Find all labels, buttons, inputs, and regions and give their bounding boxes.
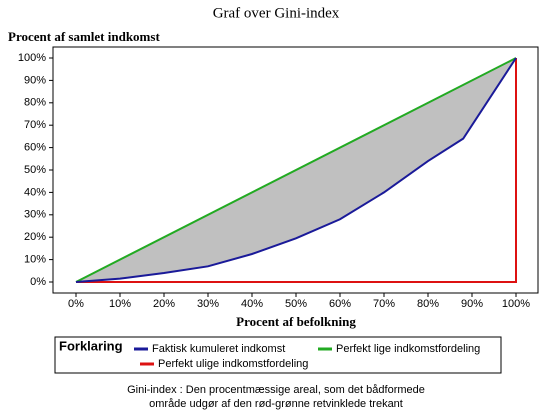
x-tick-label: 60% (329, 298, 351, 310)
y-tick-label: 70% (24, 119, 46, 131)
y-tick-label: 20% (24, 231, 46, 243)
series-line (75, 57, 517, 283)
y-tick-label: 90% (24, 74, 46, 86)
x-axis-label: Procent af befolkning (236, 314, 356, 329)
x-tick-label: 20% (153, 298, 175, 310)
x-tick-label: 80% (417, 298, 439, 310)
x-tick-label: 90% (461, 298, 483, 310)
y-tick-label: 60% (24, 142, 46, 154)
y-axis-label: Procent af samlet indkomst (8, 29, 160, 44)
x-tick-label: 100% (502, 298, 530, 310)
legend-title: Forklaring (59, 338, 123, 353)
y-tick-label: 50% (24, 164, 46, 176)
x-tick-label: 50% (285, 298, 307, 310)
x-tick-label: 0% (68, 298, 84, 310)
series-line (75, 57, 517, 283)
series-line (76, 58, 517, 283)
y-tick-label: 30% (24, 209, 46, 221)
x-tick-label: 30% (197, 298, 219, 310)
x-tick-label: 70% (373, 298, 395, 310)
x-tick-label: 40% (241, 298, 263, 310)
legend-label: Perfekt lige indkomstfordeling (336, 343, 480, 355)
x-tick-label: 10% (109, 298, 131, 310)
chart-title: Graf over Gini-index (213, 5, 340, 21)
y-tick-label: 100% (18, 52, 46, 64)
y-tick-label: 0% (30, 276, 46, 288)
legend-box (54, 336, 502, 374)
legend-label: Perfekt ulige indkomstfordeling (158, 358, 308, 370)
y-tick-label: 10% (24, 254, 46, 266)
caption: Gini-index : Den procentmæssige areal, s… (127, 384, 425, 396)
y-tick-label: 80% (24, 97, 46, 109)
legend-label: Faktisk kumuleret indkomst (152, 343, 285, 355)
caption: område udgør af den rød-grønne retvinkle… (149, 398, 403, 410)
y-tick-label: 40% (24, 186, 46, 198)
